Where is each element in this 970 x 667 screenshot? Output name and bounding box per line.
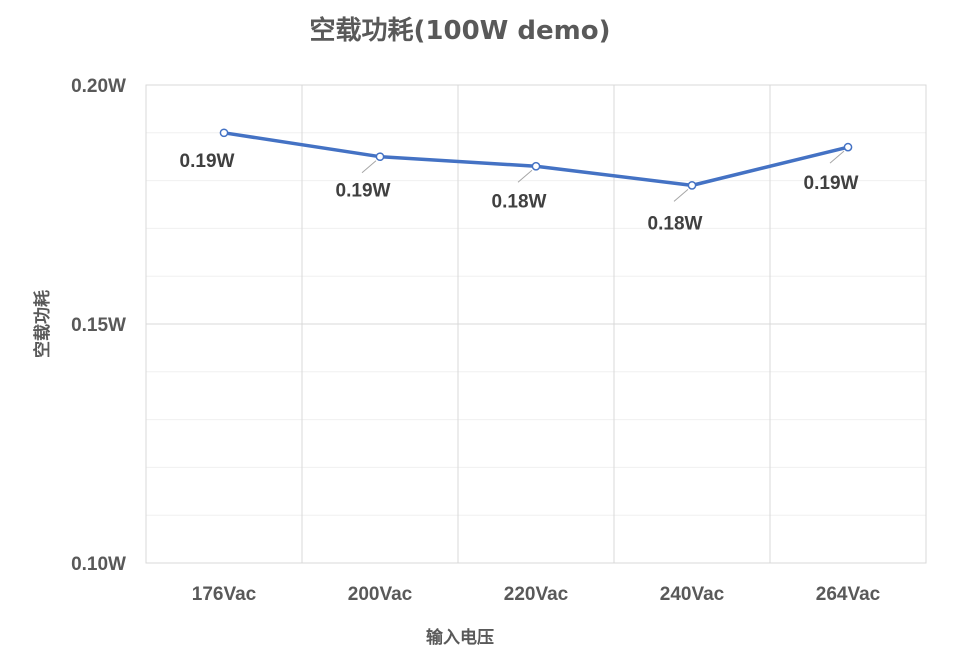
data-label: 0.18W	[492, 191, 547, 212]
x-tick-label: 220Vac	[504, 584, 569, 605]
data-point	[843, 142, 853, 152]
data-point	[687, 181, 697, 190]
x-tick-label: 176Vac	[192, 584, 257, 605]
chart-title: 空载功耗(100W demo)	[310, 15, 611, 46]
data-label: 0.18W	[648, 213, 703, 234]
data-point	[219, 128, 229, 138]
data-label-leader	[673, 189, 689, 202]
data-labels: 0.19W 0.19W 0.18W 0.18W 0.19W	[180, 150, 859, 234]
data-label-leader	[361, 160, 377, 174]
y-axis-title: 空载功耗	[32, 290, 53, 358]
y-tick-label: 0.10W	[71, 554, 126, 575]
data-label-leader	[517, 169, 533, 183]
series-line	[222, 131, 850, 188]
x-tick-label: 264Vac	[816, 584, 881, 605]
y-tick-label: 0.15W	[71, 315, 126, 336]
x-tick-label: 200Vac	[348, 584, 413, 605]
series	[219, 128, 853, 190]
data-label-leader	[829, 150, 845, 164]
data-label: 0.19W	[804, 173, 859, 194]
data-label: 0.19W	[180, 151, 235, 172]
data-point	[531, 161, 541, 171]
plot-area	[145, 84, 927, 564]
x-tick-label: 240Vac	[660, 584, 725, 605]
y-tick-label: 0.20W	[71, 76, 126, 97]
x-axis-title: 输入电压	[426, 627, 494, 648]
tick-labels: 0.10W 0.15W 0.20W 176Vac 200Vac 220Vac 240Vac 2…	[71, 76, 881, 605]
data-label: 0.19W	[336, 181, 391, 202]
data-point	[375, 152, 385, 162]
